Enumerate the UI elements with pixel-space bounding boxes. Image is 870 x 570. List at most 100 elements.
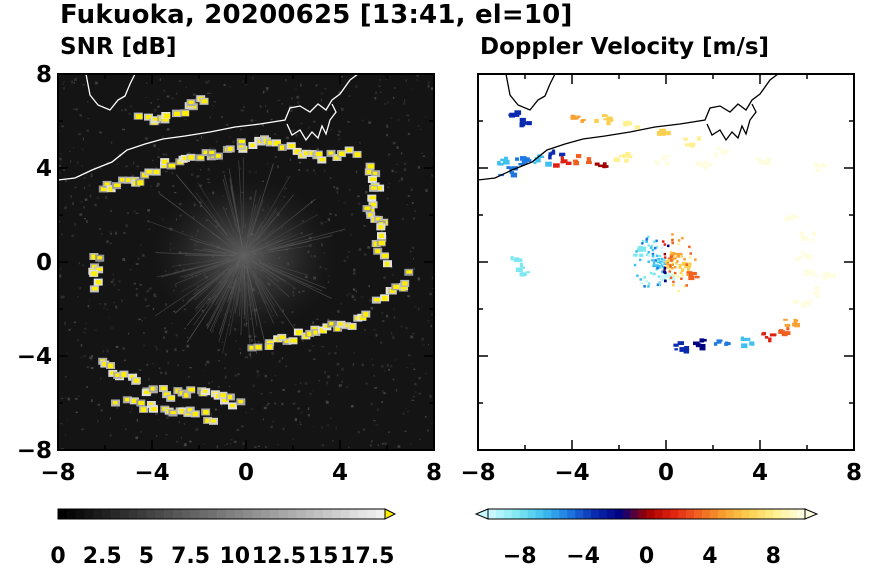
velocity-cell: [663, 258, 666, 262]
noise-speck: [76, 339, 79, 341]
noise-speck: [84, 177, 86, 179]
noise-speck: [422, 155, 426, 157]
velocity-cell: [685, 284, 688, 287]
noise-speck: [105, 196, 108, 199]
noise-speck: [204, 363, 207, 366]
noise-speck: [274, 374, 277, 376]
noise-speck: [414, 391, 417, 394]
noise-speck: [76, 161, 79, 164]
noise-speck: [414, 210, 416, 213]
velocity-cell: [525, 271, 531, 274]
noise-speck: [79, 213, 83, 216]
noise-speck: [408, 354, 411, 356]
noise-speck: [87, 101, 89, 103]
noise-speck: [263, 90, 266, 93]
velocity-cell: [571, 114, 575, 119]
noise-speck: [392, 142, 394, 145]
noise-speck: [387, 186, 389, 188]
echo-cell: [174, 111, 181, 116]
noise-speck: [82, 84, 85, 86]
echo-cell: [238, 139, 246, 144]
noise-speck: [102, 349, 105, 353]
velocity-cell: [699, 345, 706, 351]
velocity-colorbar-bin: [630, 509, 639, 519]
noise-speck: [281, 103, 284, 105]
velocity-cell: [726, 342, 731, 346]
velocity-colorbar-bin: [725, 509, 734, 519]
noise-speck: [133, 209, 136, 213]
echo-cell: [121, 372, 127, 377]
velocity-cell: [651, 254, 655, 258]
velocity-cell: [663, 256, 667, 259]
noise-speck: [70, 195, 72, 198]
noise-speck: [73, 108, 75, 110]
noise-speck: [291, 129, 295, 132]
noise-speck: [140, 431, 142, 433]
velocity-cell: [677, 239, 681, 242]
noise-speck: [158, 122, 161, 126]
noise-speck: [228, 85, 231, 89]
noise-speck: [348, 95, 351, 97]
noise-speck: [397, 118, 400, 121]
velocity-cell: [548, 152, 553, 156]
noise-speck: [176, 440, 179, 443]
noise-speck: [224, 375, 227, 379]
noise-speck: [404, 430, 407, 432]
noise-speck: [361, 363, 364, 367]
noise-speck: [428, 344, 430, 346]
snr-colorbar-tick-label: 5: [139, 544, 154, 569]
velocity-cell: [655, 254, 659, 258]
velocity-cell: [813, 162, 819, 168]
noise-speck: [228, 136, 231, 138]
velocity-cell: [673, 274, 676, 277]
echo-cell: [188, 387, 195, 392]
velocity-colorbar-bin: [622, 509, 631, 519]
noise-speck: [186, 336, 188, 338]
noise-speck: [412, 246, 415, 249]
velocity-cell: [674, 254, 677, 258]
noise-speck: [218, 360, 220, 362]
velocity-cell: [686, 273, 689, 276]
echo-cell: [138, 401, 145, 405]
noise-speck: [267, 402, 270, 405]
velocity-cell: [827, 272, 832, 277]
noise-speck: [328, 393, 330, 395]
velocity-cell: [724, 342, 729, 346]
noise-speck: [62, 81, 66, 83]
velocity-cell: [519, 117, 526, 123]
echo-cell: [354, 152, 361, 157]
velocity-cell: [660, 264, 664, 267]
echo-cell: [197, 155, 204, 160]
noise-speck: [74, 223, 76, 226]
velocity-colorbar-bin: [559, 509, 568, 519]
noise-speck: [371, 358, 373, 361]
noise-speck: [162, 135, 164, 139]
velocity-cell: [671, 233, 674, 236]
snr-panel: −8 −4 0 4 8 8 4 0 −4 −8: [17, 62, 442, 486]
noise-speck: [62, 295, 65, 299]
noise-speck: [239, 347, 241, 350]
velocity-cell: [572, 117, 579, 120]
echo-cell: [163, 113, 171, 119]
echo-cell: [364, 206, 371, 210]
noise-speck: [75, 397, 78, 400]
noise-speck: [177, 364, 179, 367]
noise-speck: [250, 119, 254, 122]
noise-speck: [63, 169, 66, 171]
noise-speck: [93, 329, 97, 331]
y-tick-label: 0: [36, 250, 52, 276]
noise-speck: [412, 395, 415, 398]
snr-colorbar-bin: [217, 509, 227, 519]
echo-cell: [284, 339, 291, 343]
noise-speck: [372, 363, 374, 367]
noise-speck: [336, 362, 340, 366]
velocity-cell: [670, 255, 673, 258]
noise-speck: [78, 133, 81, 136]
velocity-cell: [654, 259, 657, 262]
noise-speck: [431, 287, 434, 289]
noise-speck: [369, 299, 372, 302]
noise-speck: [329, 129, 332, 131]
velocity-cell: [550, 151, 556, 155]
velocity-colorbar-bin: [583, 509, 592, 519]
velocity-cell: [783, 318, 788, 321]
